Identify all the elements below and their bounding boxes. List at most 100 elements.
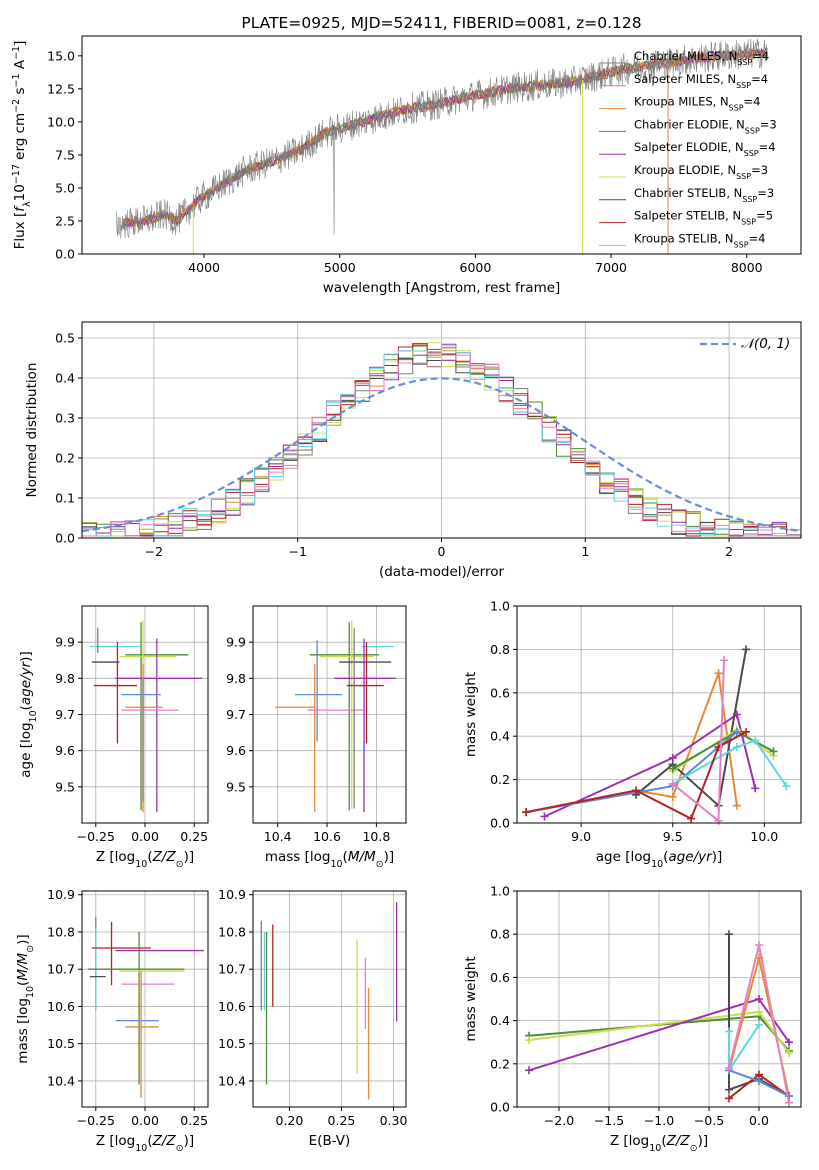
y-tick-label: 9.8 [226, 671, 246, 686]
y-axis-label: mass weight [463, 672, 479, 757]
spectrum-panel: 4000 5000 6000 7000 8000 0.0 2.5 5.0 7.5 10.0 12.5… [11, 14, 802, 296]
mass-weight-marker [540, 812, 549, 821]
x-axis-label: age [log10(age/yr)] [596, 849, 722, 870]
mass-weight-marker [742, 727, 751, 736]
y-tick-label: 0.6 [490, 970, 510, 985]
x-tick-label: 0 [438, 544, 446, 559]
legend-label: Kroupa ELODIE, NSSP=3 [634, 163, 768, 181]
y-tick-label: 0.8 [490, 927, 510, 942]
legend-label: Salpeter MILES, NSSP=4 [634, 72, 768, 90]
legend-label: Kroupa MILES, NSSP=4 [634, 95, 760, 113]
y-tick-label: 9.7 [226, 707, 246, 722]
y-tick-label: 9.6 [226, 743, 246, 758]
x-tick-label: −0.5 [694, 1113, 724, 1128]
mass-weight-marker [632, 786, 641, 795]
mass-weight-marker [755, 1020, 763, 1029]
y-axis-label: age [log10(age/yr)] [18, 651, 39, 777]
x-tick-label: −0.25 [77, 829, 115, 844]
x-axis-label: (data-model)/error [379, 564, 505, 580]
y-tick-label: 10.6 [47, 999, 75, 1014]
mass-weight-marker [785, 1038, 793, 1047]
age-vs-mass-panel: 10.4 10.6 10.8 9.5 9.6 9.7 9.8 9.9 mass [log10(M… [226, 605, 407, 870]
y-tick-label: 10.7 [218, 962, 246, 977]
x-tick-label: 9.0 [571, 829, 591, 844]
mass-weight-marker [742, 645, 751, 654]
y-tick-label: 10.0 [47, 114, 75, 129]
y-tick-label: 0.5 [55, 331, 75, 346]
x-tick-label: 0.20 [276, 1113, 304, 1128]
axes-frame [516, 890, 802, 1108]
mass-weight-marker [668, 792, 677, 801]
normal-distribution-curve [81, 377, 802, 533]
x-tick-label: −1.0 [644, 1113, 674, 1128]
mass-weight-marker [687, 814, 696, 823]
y-tick-label: 0.4 [55, 371, 75, 386]
mass-weight-marker [725, 1064, 733, 1073]
axes-frame [252, 605, 407, 824]
y-tick-label: 9.8 [55, 671, 75, 686]
x-tick-label: −1.5 [594, 1113, 624, 1128]
y-tick-label: 12.5 [47, 81, 75, 96]
y-tick-label: 10.4 [47, 1073, 75, 1088]
mass-weight-marker [725, 1085, 733, 1094]
x-tick-label: 0.00 [131, 829, 159, 844]
legend-label: Chabrier STELIB, NSSP=3 [634, 186, 774, 204]
legend-label: Chabrier MILES, NSSP=4 [634, 49, 769, 67]
y-tick-label: 0.4 [490, 1013, 510, 1028]
mass-weight-marker [755, 1007, 763, 1016]
y-tick-label: 15.0 [47, 48, 75, 63]
y-tick-label: 9.7 [55, 707, 75, 722]
legend-label: Salpeter STELIB, NSSP=5 [634, 209, 773, 227]
y-tick-label: 0.2 [55, 451, 75, 466]
y-tick-label: 9.9 [55, 635, 75, 650]
y-tick-label: 5.0 [55, 180, 75, 195]
axes-frame [516, 605, 802, 824]
residual-histogram [82, 354, 801, 537]
y-tick-label: 0.4 [490, 729, 510, 744]
x-tick-label: 6000 [460, 260, 492, 275]
x-tick-label: 0.25 [328, 1113, 356, 1128]
mass-weight-marker [725, 930, 733, 939]
mass-weight-marker [725, 1094, 733, 1103]
y-tick-label: 0.2 [490, 1056, 510, 1071]
x-tick-label: 0.00 [131, 1113, 159, 1128]
mass-weight-marker [668, 764, 677, 773]
y-tick-label: 0.1 [55, 491, 75, 506]
x-tick-label: 0.0 [749, 1113, 769, 1128]
mass-weight-marker [732, 801, 741, 810]
mass-weight-marker [720, 656, 729, 665]
x-axis-label: mass [log10(M/M⊙)] [265, 849, 394, 870]
y-tick-label: 0.0 [490, 1100, 510, 1115]
legend-label: Kroupa STELIB, NSSP=4 [634, 231, 765, 249]
y-tick-label: 9.6 [55, 743, 75, 758]
y-tick-label: 9.9 [226, 635, 246, 650]
legend-label: 𝒩(0, 1) [741, 336, 790, 352]
legend-label: Chabrier ELODIE, NSSP=3 [634, 117, 777, 135]
y-tick-label: 10.6 [218, 999, 246, 1014]
x-tick-label: 0.25 [180, 829, 208, 844]
x-axis-label: Z [log10(Z/Z⊙)] [96, 1133, 194, 1154]
x-axis-label: E(B-V) [309, 1133, 351, 1149]
x-tick-label: 1 [581, 544, 589, 559]
mass-weight-marker [782, 782, 791, 791]
y-tick-label: 0.3 [55, 411, 75, 426]
y-tick-label: 1.0 [490, 599, 510, 614]
mass-weight-marker [525, 1066, 533, 1075]
mass-weight-line [544, 712, 757, 818]
y-tick-label: 0.0 [490, 816, 510, 831]
x-tick-label: 10.4 [264, 829, 292, 844]
x-axis-label: Z [log10(Z/Z⊙)] [96, 849, 194, 870]
y-tick-label: 10.5 [47, 1036, 75, 1051]
y-tick-label: 9.5 [55, 779, 75, 794]
mass-weight-line [635, 649, 747, 808]
residual-histogram-panel: −2 −1 0 1 2 0.0 0.1 0.2 0.3 0.4 0.5 𝒩(0, 1) (data-mo… [24, 321, 802, 580]
mass-weight-marker [714, 669, 723, 678]
y-tick-label: 10.8 [47, 924, 75, 939]
mass-weight-marker [755, 1077, 763, 1086]
x-tick-label: 0.30 [380, 1113, 408, 1128]
y-tick-label: 1.0 [490, 884, 510, 899]
x-tick-label: −2 [145, 544, 163, 559]
y-tick-label: 10.9 [47, 887, 75, 902]
x-tick-label: 0.25 [180, 1113, 208, 1128]
